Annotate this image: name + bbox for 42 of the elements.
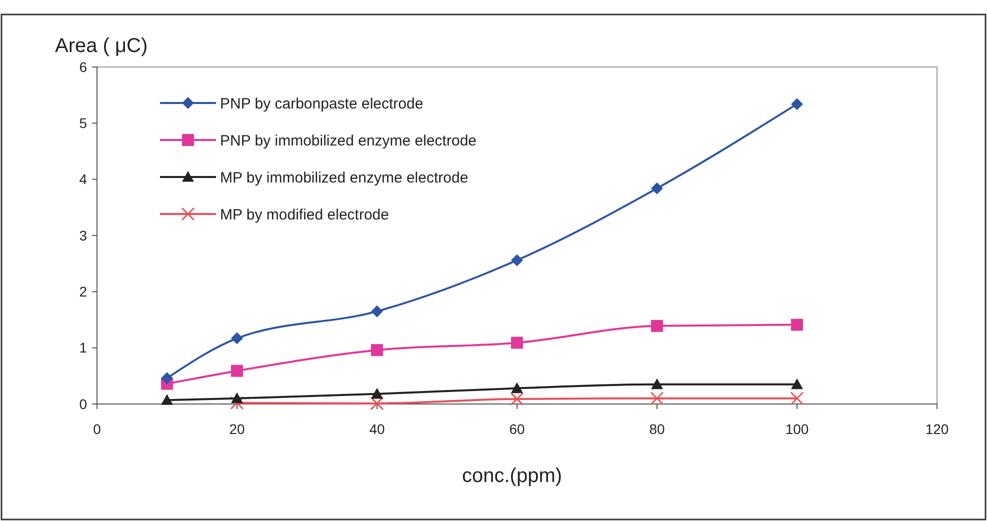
point — [791, 98, 803, 110]
x-tick-label: 120 — [925, 421, 949, 437]
point — [370, 396, 384, 410]
point — [511, 382, 523, 394]
point — [651, 182, 663, 194]
x-tick-label: 60 — [509, 421, 525, 437]
legend-label: PNP by carbonpaste electrode — [220, 95, 424, 112]
point — [230, 396, 244, 410]
x-tick-label: 40 — [369, 421, 385, 437]
point — [371, 344, 383, 356]
y-axis-title: Area ( μC) — [55, 35, 148, 57]
point — [231, 392, 243, 404]
point — [650, 392, 664, 406]
y-tick-label: 6 — [79, 58, 88, 75]
x-tick-label: 100 — [785, 421, 809, 437]
y-tick-label: 1 — [79, 340, 88, 356]
y-tick-label: 5 — [79, 115, 88, 132]
y-tick-label: 3 — [79, 227, 88, 244]
point — [511, 336, 523, 349]
x-tick-label: 20 — [229, 421, 245, 437]
point — [791, 318, 803, 331]
y-tick-label: 0 — [79, 396, 88, 412]
point — [511, 254, 523, 266]
legend-label: MP by modified electrode — [220, 206, 389, 224]
point — [231, 364, 243, 377]
point — [510, 392, 524, 406]
point — [161, 394, 173, 405]
point — [371, 305, 383, 318]
point — [231, 332, 243, 344]
point — [790, 392, 804, 406]
point — [371, 388, 383, 399]
legend-label: MP by immobilized enzyme electrode — [220, 169, 468, 186]
x-tick-label: 0 — [93, 421, 102, 437]
legend-label: PNP by immobilized enzyme electrode — [220, 132, 477, 150]
x-axis-title: conc.(ppm) — [462, 465, 562, 487]
point — [791, 378, 803, 390]
x-tick-label: 80 — [649, 421, 665, 437]
point — [161, 372, 173, 384]
point — [651, 320, 663, 332]
point — [651, 378, 663, 390]
y-tick-label: 4 — [79, 171, 88, 188]
y-tick-label: 2 — [79, 284, 88, 300]
